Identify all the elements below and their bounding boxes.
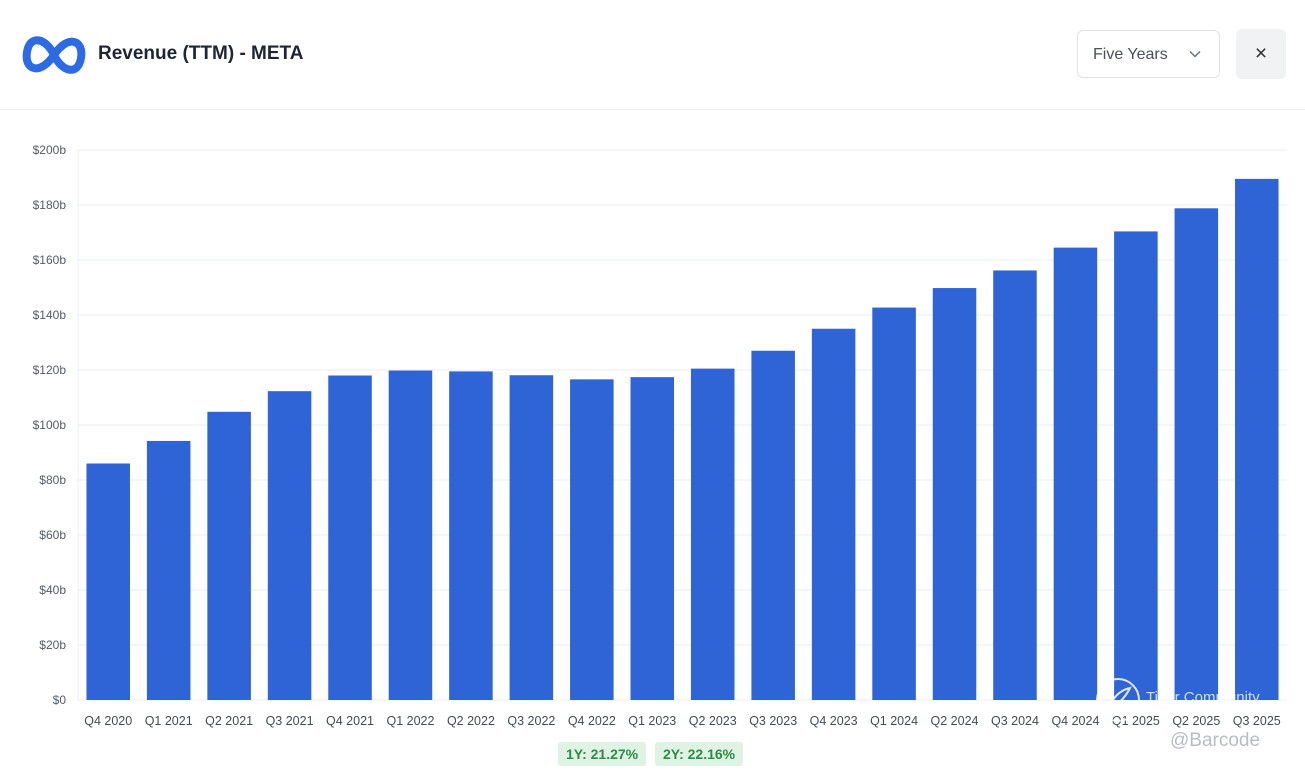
watermark-handle: @Barcode [1170,730,1261,751]
period-dropdown-value: Five Years [1093,46,1168,63]
bar-q3-2025[interactable] [1235,178,1279,700]
x-tick-label: Q2 2021 [205,714,253,728]
x-tick-label: Q3 2021 [266,714,314,728]
x-tick-label: Q2 2024 [931,714,979,728]
bar-q3-2021[interactable] [267,391,312,700]
close-icon: × [1254,42,1268,65]
x-tick-label: Q4 2022 [568,714,616,728]
chevron-down-icon [1189,50,1201,58]
x-tick-label: Q1 2021 [145,714,193,728]
y-tick-label: $120b [33,363,67,377]
growth-badge-1y: 1Y: 21.27% [558,742,647,766]
y-tick-label: $60b [39,528,66,542]
y-tick-label: $80b [39,473,66,487]
watermark-brand: Tiger Community [1146,689,1260,706]
y-tick-label: $100b [33,418,67,432]
bar-q1-2021[interactable] [146,440,191,700]
bar-q3-2024[interactable] [993,270,1037,700]
y-tick-label: $40b [39,583,66,597]
bar-q3-2023[interactable] [751,350,795,700]
x-tick-label: Q1 2024 [870,714,918,728]
x-tick-label: Q4 2023 [810,714,858,728]
x-tick-label: Q3 2023 [749,714,797,728]
x-tick-label: Q3 2025 [1233,714,1281,728]
chart-gridlines [77,149,1287,701]
x-tick-label: Q2 2023 [689,714,737,728]
y-tick-label: $140b [33,308,67,322]
chart-bars [86,178,1279,701]
close-button[interactable]: × [1236,29,1286,79]
bar-q1-2025[interactable] [1114,231,1158,700]
bar-q4-2022[interactable] [570,379,614,700]
y-axis-ticks: $0 $20b $40b $60b $80b $100b $120b $140b $160b $1… [33,143,67,707]
x-tick-label: Q1 2025 [1112,714,1160,728]
bar-q2-2021[interactable] [207,411,251,700]
x-tick-label: Q4 2021 [326,714,374,728]
x-tick-label: Q4 2024 [1051,714,1099,728]
x-tick-label: Q4 2020 [84,714,132,728]
y-tick-label: $200b [33,143,67,157]
bar-q2-2025[interactable] [1174,208,1219,701]
x-tick-label: Q3 2022 [507,714,555,728]
x-tick-label: Q3 2024 [991,714,1039,728]
y-tick-label: $0 [53,693,67,707]
bar-q1-2023[interactable] [630,377,675,700]
x-tick-label: Q2 2025 [1172,714,1220,728]
revenue-bar-chart: $0 $20b $40b $60b $80b $100b $120b $140b $160b $1… [33,143,1287,728]
bar-q4-2020[interactable] [86,463,130,701]
bar-q1-2022[interactable] [388,370,433,700]
bar-q4-2023[interactable] [811,328,856,700]
x-axis-ticks: Q4 2020 Q1 2021 Q2 2021 Q3 2021 Q4 2021 Q1 20… [84,714,1281,728]
bar-q4-2021[interactable] [328,375,372,701]
period-dropdown[interactable]: Five Years [1077,30,1220,78]
meta-logo-icon [22,36,86,74]
tiger-logo-icon [1096,678,1140,722]
y-tick-label: $160b [33,253,67,267]
page-title: Revenue (TTM) - META [98,43,304,64]
bar-q3-2022[interactable] [509,375,554,700]
x-tick-label: Q1 2022 [386,714,434,728]
bar-q1-2024[interactable] [872,307,916,700]
x-tick-label: Q2 2022 [447,714,495,728]
y-tick-label: $20b [39,638,66,652]
header-bar: Revenue (TTM) - META Five Years × [0,0,1305,110]
y-tick-label: $180b [33,198,67,212]
bar-q4-2024[interactable] [1053,247,1098,700]
growth-badge-2y: 2Y: 22.16% [655,742,744,766]
bar-q2-2024[interactable] [932,288,977,700]
bar-q2-2022[interactable] [449,371,493,700]
x-tick-label: Q1 2023 [628,714,676,728]
bar-q2-2023[interactable] [690,368,735,700]
